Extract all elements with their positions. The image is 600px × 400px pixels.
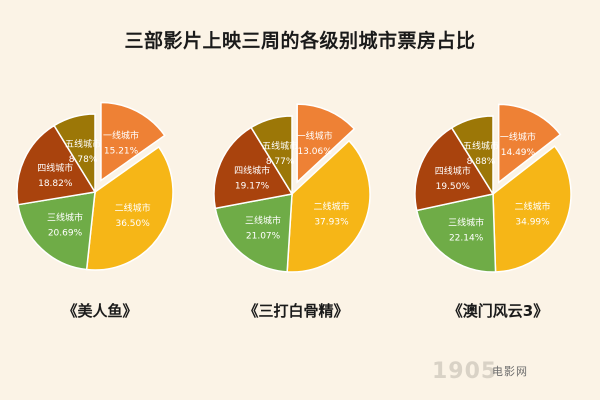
slice-value-meirenyu-4: 8.78%	[69, 155, 98, 165]
slice-value-aomenfengyun3-2: 22.14%	[449, 233, 484, 243]
pie-slice-aomenfengyun3-2	[415, 193, 497, 273]
slice-value-sandabaigujing-2: 21.07%	[246, 232, 281, 242]
pie-slice-aomenfengyun3-4	[450, 115, 494, 197]
caption-sandabaigujing: 《三打白骨精》	[243, 302, 349, 320]
slice-label-aomenfengyun3-2: 三线城市	[448, 216, 484, 228]
pie-slice-sandabaigujing-4	[250, 115, 293, 197]
pie-slice-aomenfengyun3-3	[414, 126, 495, 212]
slice-value-aomenfengyun3-3: 19.50%	[436, 182, 471, 192]
slice-value-meirenyu-0: 15.21%	[104, 147, 139, 157]
pie-slice-aomenfengyun3-1	[492, 145, 572, 273]
pie-slice-sandabaigujing-2	[214, 193, 293, 273]
slice-value-sandabaigujing-1: 37.93%	[314, 218, 349, 228]
slice-label-aomenfengyun3-1: 二线城市	[515, 201, 551, 213]
slice-value-meirenyu-2: 20.69%	[48, 229, 83, 239]
watermark-logo: 1905 电影网	[432, 357, 592, 387]
pie-slice-meirenyu-2	[17, 191, 96, 271]
slice-label-aomenfengyun3-0: 一线城市	[500, 131, 536, 143]
slice-value-aomenfengyun3-1: 34.99%	[515, 218, 550, 228]
slice-label-sandabaigujing-3: 四线城市	[234, 164, 270, 176]
pie-slice-sandabaigujing-0	[296, 103, 356, 184]
slice-label-meirenyu-2: 三线城市	[47, 212, 83, 224]
watermark-sub: 电影网	[492, 365, 528, 378]
slice-value-sandabaigujing-4: 8.77%	[266, 157, 295, 167]
slice-label-sandabaigujing-0: 一线城市	[297, 130, 333, 142]
caption-aomenfengyun3: 《澳门风云3》	[447, 302, 549, 320]
pie-slice-sandabaigujing-1	[286, 139, 371, 273]
slice-value-meirenyu-3: 18.82%	[38, 179, 73, 189]
slice-label-meirenyu-1: 二线城市	[115, 202, 151, 214]
slice-value-aomenfengyun3-0: 14.49%	[501, 148, 536, 158]
caption-meirenyu: 《美人鱼》	[62, 302, 138, 320]
slice-label-aomenfengyun3-3: 四线城市	[435, 165, 471, 177]
slice-label-meirenyu-4: 五线城市	[65, 138, 101, 150]
pie-slice-sandabaigujing-3	[213, 126, 294, 210]
slice-label-sandabaigujing-4: 五线城市	[262, 140, 298, 152]
pie-slice-meirenyu-3	[16, 124, 97, 206]
chart-title: 三部影片上映三周的各级别城市票房占比	[124, 30, 476, 52]
pie-slice-meirenyu-0	[100, 101, 166, 182]
slice-label-sandabaigujing-2: 三线城市	[245, 215, 281, 227]
slice-label-meirenyu-3: 四线城市	[37, 162, 73, 174]
slice-value-sandabaigujing-0: 13.06%	[297, 147, 332, 157]
slice-value-meirenyu-1: 36.50%	[115, 219, 150, 229]
slice-label-aomenfengyun3-4: 五线城市	[463, 140, 499, 152]
slice-value-aomenfengyun3-4: 8.88%	[467, 157, 496, 167]
slice-label-sandabaigujing-1: 二线城市	[313, 201, 349, 213]
pie-slice-meirenyu-4	[53, 113, 96, 195]
slice-label-meirenyu-0: 一线城市	[103, 130, 139, 142]
slice-value-sandabaigujing-3: 19.17%	[235, 181, 270, 191]
pie-slice-aomenfengyun3-0	[497, 103, 562, 184]
watermark-text: 1905	[432, 359, 498, 384]
pie-slice-meirenyu-1	[85, 145, 174, 271]
